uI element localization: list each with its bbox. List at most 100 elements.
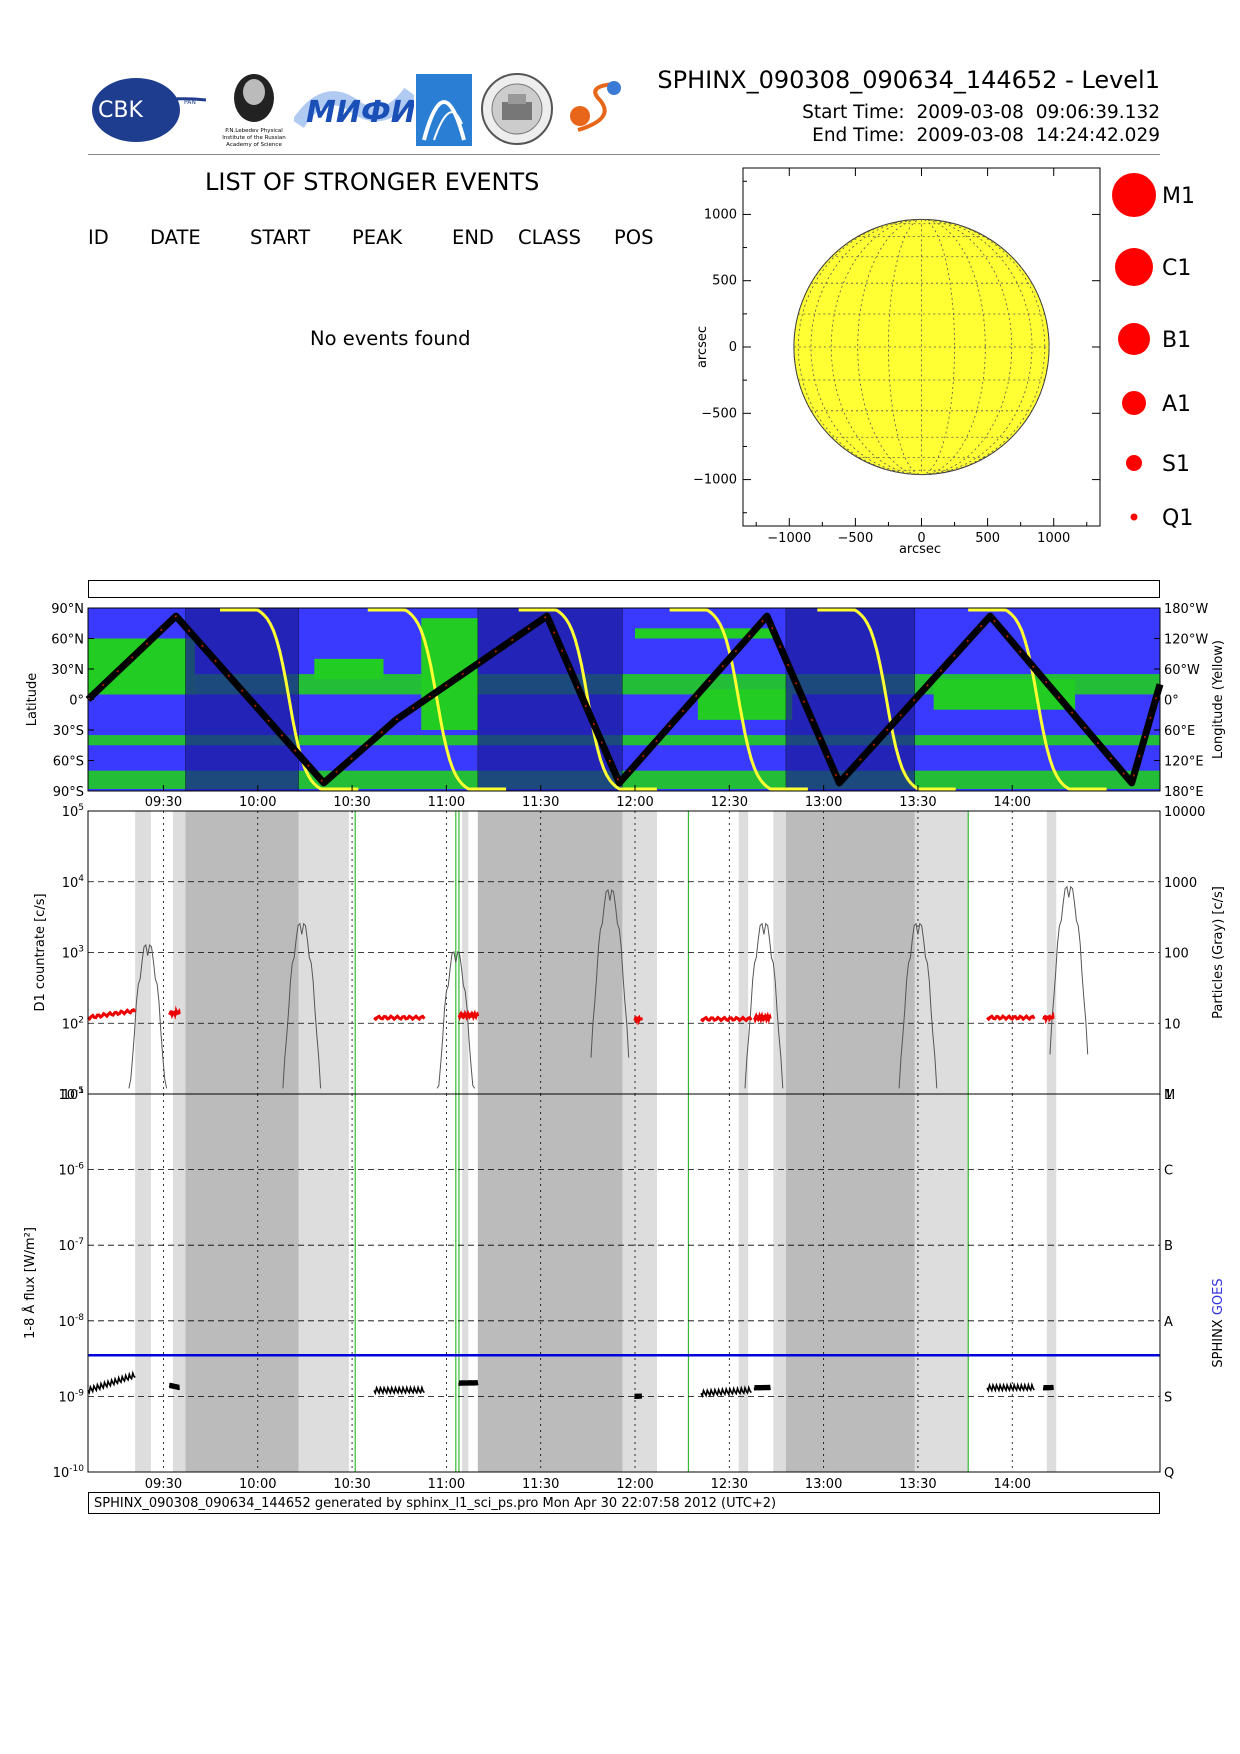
cbk-logo: CBK PAN <box>92 78 207 142</box>
col-date: DATE <box>150 226 201 249</box>
class-label-s1: S1 <box>1162 452 1190 477</box>
footer-text: SPHINX_090308_090634_144652 generated by… <box>94 1496 777 1511</box>
countrate-segment <box>457 1009 480 1022</box>
sun-y-tick-label: 500 <box>712 274 737 289</box>
orbit-longitude-curve <box>669 608 808 791</box>
flux-time-tick-label: 10:30 <box>333 1477 370 1490</box>
orbit-longitude-curve <box>367 608 507 791</box>
flux-class-tick-label: Q <box>1164 1466 1174 1481</box>
orbit-eclipse <box>185 607 299 792</box>
orbit-y2label: Longitude (Yellow) <box>1211 640 1226 759</box>
orbit-lon-tick-label: 180°E <box>1164 785 1204 800</box>
svg-text:Academy of Science: Academy of Science <box>226 142 282 148</box>
orbit-lat-tick-label: 0° <box>69 694 84 709</box>
orbit-lat-tick-label: 60°N <box>51 633 84 648</box>
svg-text:Institute of the Russian: Institute of the Russian <box>222 135 286 141</box>
orbit-lat-tick-label: 30°S <box>53 724 84 739</box>
countrate-y-tick-label: 102 <box>62 1015 84 1032</box>
particle-spike <box>744 922 784 1089</box>
svg-text:P.N.Lebedev Physical: P.N.Lebedev Physical <box>225 128 283 134</box>
svg-text:МИФИ: МИФИ <box>306 95 414 130</box>
orbit-time-tick-label: 12:00 <box>616 795 653 810</box>
countrate-segment <box>986 1014 1036 1022</box>
flux-time-tick-label: 13:00 <box>805 1477 842 1490</box>
countrate-segment <box>373 1014 426 1022</box>
class-label-q1: Q1 <box>1162 506 1193 531</box>
sphinx-flux-segment <box>700 1385 752 1399</box>
sphinx-flux-segment <box>986 1381 1035 1393</box>
flux-class-tick-label: A <box>1164 1315 1173 1330</box>
orbit-land-patch <box>314 658 384 680</box>
class-label-m1: M1 <box>1162 184 1195 209</box>
sphinx-flux-segment <box>458 1380 479 1386</box>
panel-light-shade <box>462 1094 469 1472</box>
sphinx-flux-segment <box>1042 1384 1054 1391</box>
flux-y2label-sphinx: SPHINX <box>1211 1315 1226 1367</box>
flux-class-tick-label: B <box>1164 1239 1173 1254</box>
end-time: 14:24:42.029 <box>1035 125 1160 146</box>
sun-xlabel: arcsec <box>899 542 941 557</box>
sun-x-tick-label: 0 <box>917 531 925 546</box>
orbit-lon-tick-label: 0° <box>1164 694 1179 709</box>
panel-dark-shade <box>477 1094 623 1472</box>
flux-class-tick-label: C <box>1164 1164 1173 1179</box>
orbit-land-band <box>88 735 1160 746</box>
flux-class-tick-label: S <box>1164 1390 1172 1405</box>
sun-x-tick-label: 500 <box>975 531 1000 546</box>
report-title: SPHINX_090308_090634_144652 - Level1 <box>657 66 1160 94</box>
panel-light-shade <box>135 1094 151 1472</box>
class-marker-b1 <box>1118 323 1150 355</box>
orbit-logo <box>570 81 621 132</box>
flux-y-tick-label: 10-8 <box>58 1313 84 1330</box>
sun-x-tick-label: −500 <box>838 531 874 546</box>
flux-time-tick-label: 13:30 <box>899 1477 936 1490</box>
class-legend: M1 C1 B1 A1 S1 Q1 <box>1112 173 1195 531</box>
sphinx-flux-segment <box>168 1382 180 1391</box>
footer-box <box>88 1492 1160 1514</box>
orbit-lon-tick-label: 180°W <box>1164 602 1208 617</box>
col-peak: PEAK <box>352 226 403 249</box>
lebedev-logo: P.N.Lebedev Physical Institute of the Ru… <box>222 74 286 148</box>
orbit-land-patch <box>635 628 777 639</box>
empty-status-bar <box>88 580 1160 598</box>
header-divider <box>88 154 1160 155</box>
countrate-y2-tick-label: 10000 <box>1164 805 1205 820</box>
start-time: 09:06:39.132 <box>1035 102 1160 123</box>
flux-class-tick-label: M <box>1164 1088 1175 1103</box>
panel-light-shade <box>738 1094 749 1472</box>
flux-y2label: SPHINX GOES <box>1211 1278 1226 1367</box>
particle-spike <box>282 922 322 1089</box>
countrate-y-tick-label: 104 <box>62 874 85 891</box>
orbit-lat-tick-label: 60°S <box>53 755 84 770</box>
orbit-land-patch <box>421 618 478 730</box>
start-time-row: Start Time: 2009-03-08 09:06:39.132 <box>700 102 1160 123</box>
class-marker-m1 <box>1112 173 1156 217</box>
countrate-segment <box>700 1015 753 1023</box>
class-label-c1: C1 <box>1162 256 1191 281</box>
panel-light-shade <box>773 1094 786 1472</box>
orbit-lat-tick-label: 30°N <box>51 663 84 678</box>
sun-x-tick-label: −1000 <box>767 531 811 546</box>
countrate-segment <box>633 1014 643 1026</box>
start-date: 2009-03-08 <box>916 102 1024 123</box>
orbit-lon-tick-label: 60°W <box>1164 663 1200 678</box>
orbit-time-tick-label: 11:00 <box>428 795 465 810</box>
countrate-ylabel: D1 countrate [c/s] <box>33 893 48 1011</box>
countrate-y-tick-label: 105 <box>62 803 84 820</box>
flux-time-tick-label: 12:00 <box>616 1477 653 1490</box>
panel-light-shade <box>462 811 469 1094</box>
sun-x-tick-label: 1000 <box>1037 531 1070 546</box>
panel-light-shade <box>1046 1094 1057 1472</box>
col-end: END <box>452 226 494 249</box>
seal-logo <box>481 73 553 145</box>
sphinx-flux-segment <box>634 1393 643 1400</box>
col-start: START <box>250 226 311 249</box>
countrate-segment <box>87 1007 137 1022</box>
institute-logo <box>416 74 472 146</box>
events-title: LIST OF STRONGER EVENTS <box>205 168 540 196</box>
orbit-lon-tick-label: 120°E <box>1164 755 1204 770</box>
orbit-lat-tick-label: 90°N <box>51 602 84 617</box>
sun-y-tick-label: −500 <box>701 406 737 421</box>
panel-light-shade <box>298 1094 349 1472</box>
